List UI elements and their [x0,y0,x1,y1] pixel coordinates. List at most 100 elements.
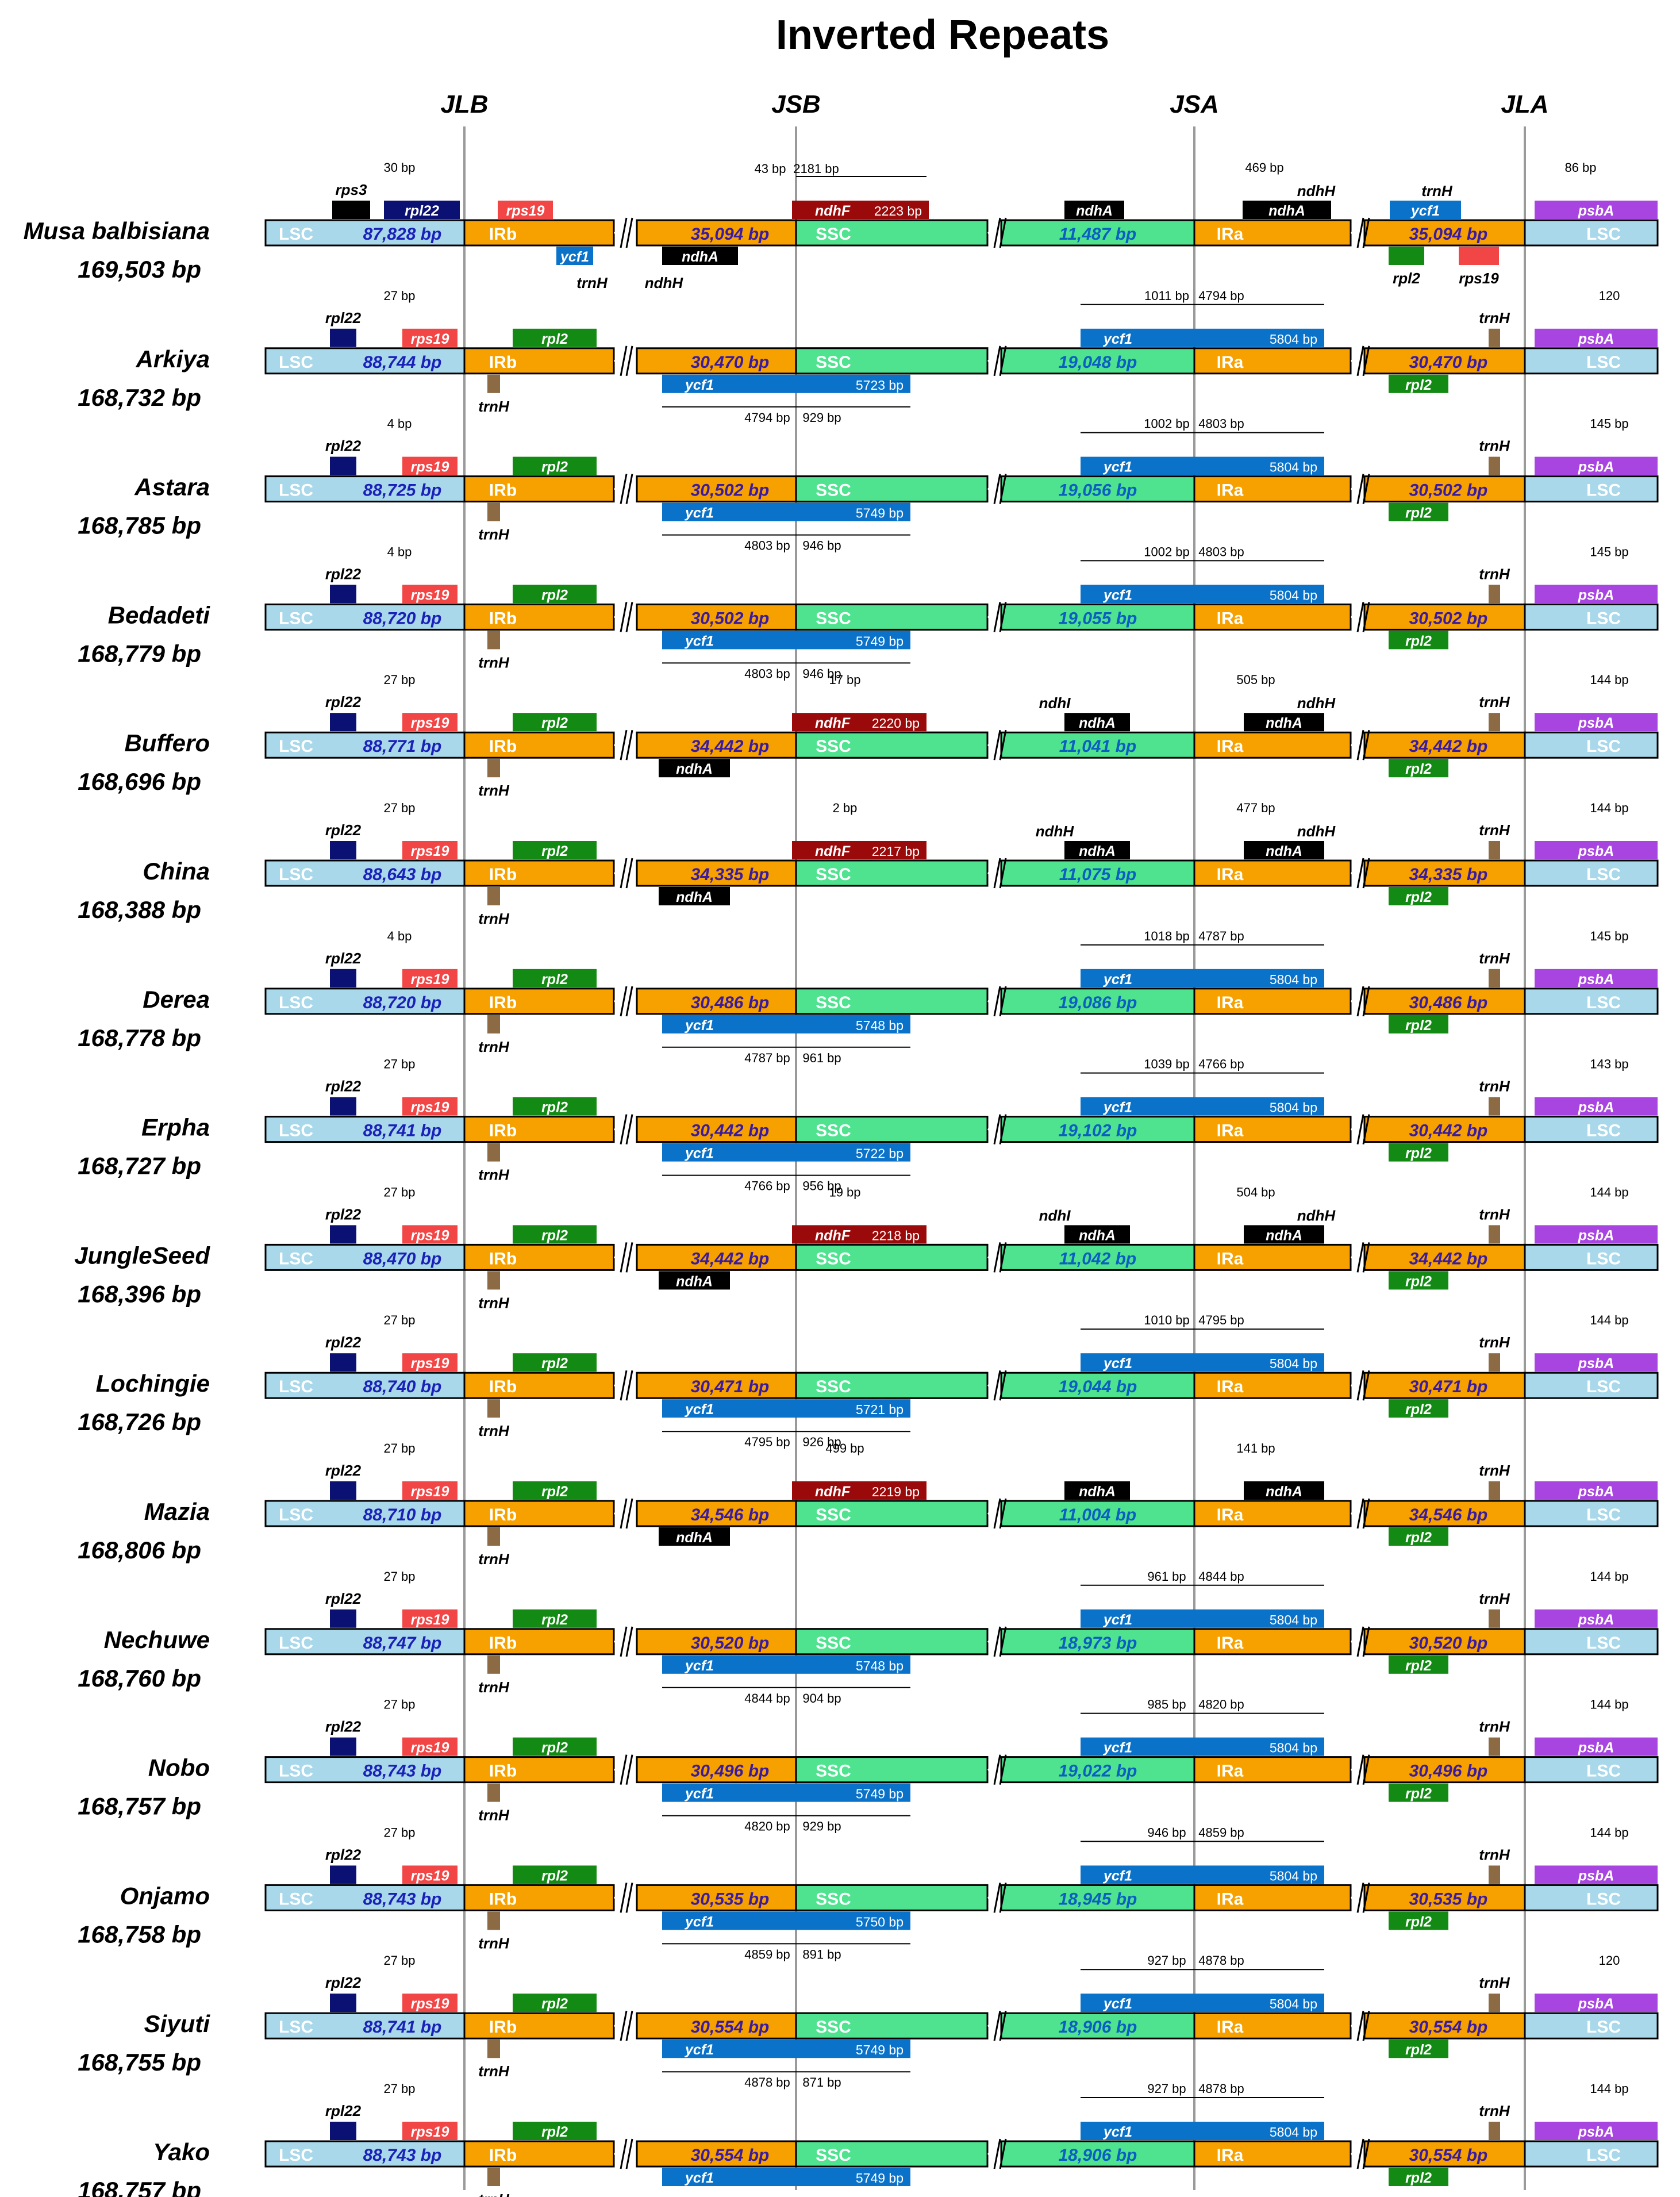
gene-psba: psbA [1535,1353,1658,1372]
gene-label-ndhh: ndhH [1297,1207,1336,1224]
ssc-segment [795,988,989,1015]
gene-ndha: ndhA [1064,201,1124,219]
gene-ycf1: ycf1 [556,247,593,265]
gene-box [1081,1994,1324,2012]
break-mark [987,1245,997,1270]
gene-rpl2: rpl2 [513,328,597,347]
gene-label: trnH [1479,565,1510,582]
break-slash [993,217,1001,248]
gene-box [330,328,356,347]
break-slash [620,1370,628,1401]
break-mark [614,861,623,886]
lsc-length: 87,828 bp [363,225,442,244]
gene-trnh: trnH [1479,1718,1510,1756]
gene-box [487,1015,500,1034]
annotation: 469 bp [1245,160,1283,175]
gene-rps19: rps19 [402,1609,458,1628]
gene-box [402,585,458,604]
gene-trnh: trnH [1479,1462,1510,1500]
gene-box [402,2122,458,2140]
annotation: 929 bp [802,410,841,425]
irb-segment [463,2012,615,2039]
ssc-length: 19,048 bp [1059,353,1137,372]
annotation: 4794 bp [744,410,790,425]
break-slash [1356,2138,1364,2169]
gene-label: trnH [478,1038,510,1055]
species-name: Onjamo [120,1882,210,1909]
gene-box [1081,1737,1324,1756]
gene-label: ycf1 [1102,331,1132,347]
gene-label: ndhA [1266,843,1302,859]
ira-length: 30,496 bp [1409,1762,1488,1781]
ira-segment [1193,219,1352,247]
gene-size: 5804 bp [1270,587,1317,602]
gene-label: ycf1 [1102,1740,1132,1756]
gene-box [1489,969,1500,988]
gene-label: ycf1 [684,2170,714,2186]
gene-box [1081,328,1324,347]
genome-bar [264,345,1659,377]
break-slash [1356,1754,1364,1785]
lsc-label: LSC [279,609,313,628]
ira-length: 30,535 bp [1409,1889,1488,1908]
gene-label: psbA [1578,331,1614,347]
gene-label: rpl2 [1405,1530,1432,1546]
gene-box [487,631,500,650]
annotation: 4820 bp [1198,1697,1244,1712]
gene-label: psbA [1578,715,1614,731]
gene-label: ycf1 [1102,1355,1132,1372]
gene-box [1389,1783,1448,1802]
break-mark [1351,1116,1360,1142]
gene-box [1389,1271,1448,1290]
gene-box [1535,969,1658,988]
lsc-label-right: LSC [1586,1634,1621,1653]
species-name: Erpha [141,1114,210,1141]
gene-label: rpl22 [325,1590,362,1607]
gene-label: trnH [478,2062,510,2080]
gene-label: trnH [1479,1974,1510,1991]
annotation: 141 bp [1236,1441,1275,1455]
break-slash [999,729,1007,760]
gene-box [402,1225,458,1244]
irb-segment [463,731,615,759]
gene-ndhf: ndhF 2223 bp [792,201,929,219]
gene-ycf1: ycf1 5749 bp [662,631,910,650]
gene-label: ycf1 [684,1017,714,1034]
break-slash [625,1626,633,1657]
gene-box [330,1994,356,2012]
gene-label: trnH [478,1166,510,1184]
annotation: 27 bp [383,1569,415,1584]
irb-segment [463,219,615,247]
gene-label: rps19 [411,971,449,988]
ira-label: IRa [1217,737,1244,756]
gene-label: rpl2 [1405,1658,1432,1674]
gene-label: ycf1 [1102,1612,1132,1628]
gene-box [1244,841,1324,859]
lsc-label-right: LSC [1586,1377,1621,1396]
gene-box [487,2168,500,2186]
ira-label: IRa [1217,609,1244,628]
break-slash [620,1114,628,1144]
gene-psba: psbA [1535,456,1658,475]
lsc-label-right: LSC [1586,1505,1621,1524]
gene-ndha: ndhA [1064,841,1130,859]
ssc-length: 11,042 bp [1059,1249,1137,1268]
irb-segment [463,1884,615,1911]
ira-length: 35,094 bp [1409,225,1488,244]
break-slash [1362,2010,1370,2041]
gene-rpl2: rpl2 [513,1609,597,1628]
break-slash [1362,1498,1370,1529]
ssc-segment-cont [1000,859,1195,887]
gene-label: rpl2 [1405,1401,1432,1418]
ira-label: IRa [1217,865,1244,884]
ssc-segment-cont [1000,731,1195,759]
gene-label-ndhi: ndhI [1039,694,1071,712]
break-slash [999,1242,1007,1273]
ssc-length: 11,487 bp [1059,225,1137,244]
lsc-segment [264,603,466,631]
annotation: 904 bp [802,1691,841,1706]
gene-box [513,328,597,347]
gene-box [498,201,553,219]
irb-segment [463,1116,615,1143]
gene-label-ndhh: ndhH [1036,823,1075,840]
